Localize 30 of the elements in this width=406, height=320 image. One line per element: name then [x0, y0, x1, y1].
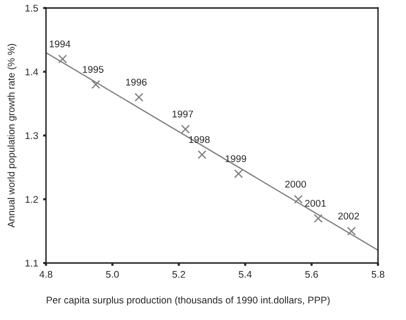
x-axis-title: Per capita surplus production (thousands of 1990 int.dollars, PPP) [46, 296, 330, 306]
x-tick-label: 5.8 [372, 270, 384, 278]
point [314, 214, 323, 223]
annotation: 1995 [82, 66, 104, 73]
y-tick-label: 1.1 [26, 260, 38, 267]
x-tick-label: 4.8 [39, 270, 52, 278]
annotation: 1994 [50, 40, 70, 48]
y-tick-label: 1.3 [26, 132, 38, 140]
x-tick-label: 5.2 [172, 270, 186, 278]
y-tick-label: 1.5 [26, 4, 38, 12]
point [181, 124, 190, 134]
point [58, 54, 68, 64]
point [134, 92, 144, 102]
y-tick-label: 1.2 [26, 196, 38, 203]
point [234, 169, 243, 178]
y-axis-title: Annual world population growth rate (% %) [7, 44, 17, 228]
y-tick-label: 1.4 [26, 68, 38, 76]
point [91, 80, 100, 89]
x-tick-label: 5.0 [106, 270, 119, 278]
x-tick-label: 5.4 [238, 270, 252, 278]
annotation: 2000 [285, 180, 306, 188]
point [198, 150, 206, 160]
annotation: 1997 [172, 110, 193, 118]
annotation: 1999 [226, 155, 246, 162]
annotation: 2001 [305, 200, 326, 207]
point [294, 194, 303, 204]
point [347, 226, 356, 236]
annotation: 1996 [126, 78, 147, 86]
x-tick-label: 5.6 [305, 270, 318, 278]
annotation: 2002 [338, 212, 359, 220]
